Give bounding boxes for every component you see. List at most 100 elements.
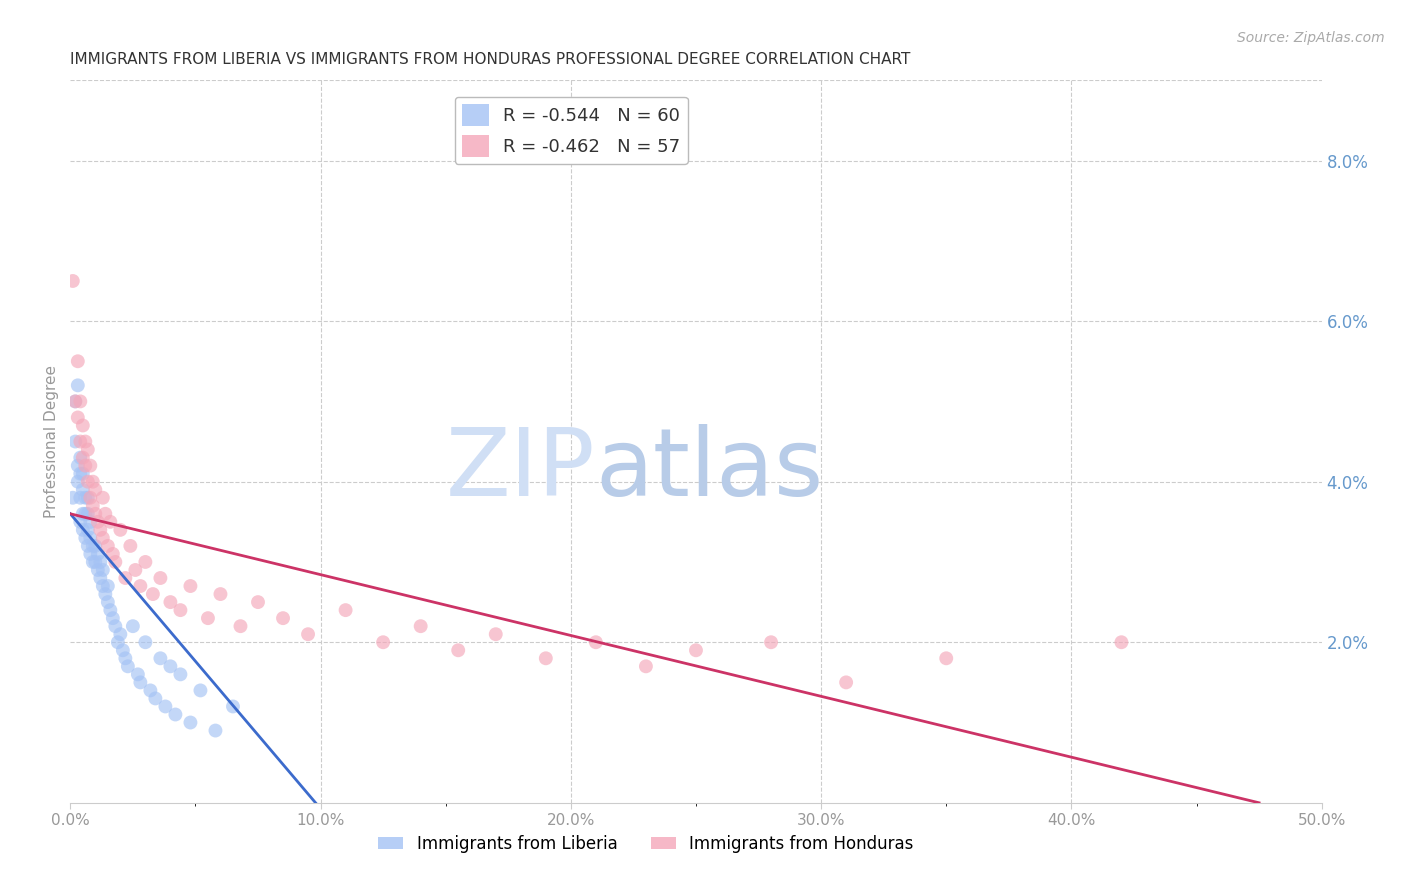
Point [66, 378, 89, 392]
Point [229, 619, 252, 633]
Point [65, 394, 87, 409]
Point [685, 643, 707, 657]
Point [117, 659, 139, 673]
Point [222, 699, 245, 714]
Point [76, 475, 98, 489]
Point [121, 619, 145, 633]
Point [76, 523, 98, 537]
Point [179, 579, 201, 593]
Point [129, 675, 152, 690]
Point [69, 394, 91, 409]
Point [65, 434, 87, 449]
Point [66, 458, 89, 473]
Point [835, 675, 858, 690]
Point [72, 523, 94, 537]
Point [139, 683, 162, 698]
Point [94, 587, 117, 601]
Y-axis label: Professional Degree: Professional Degree [44, 365, 59, 518]
Point [75, 458, 97, 473]
Point [204, 723, 226, 738]
Point [111, 643, 134, 657]
Point [935, 651, 957, 665]
Point [120, 539, 142, 553]
Point [75, 491, 97, 505]
Point [159, 595, 181, 609]
Text: Source: ZipAtlas.com: Source: ZipAtlas.com [1237, 31, 1385, 45]
Point [110, 523, 132, 537]
Point [247, 595, 270, 609]
Point [79, 491, 101, 505]
Point [107, 635, 129, 649]
Point [89, 571, 111, 585]
Point [142, 587, 165, 601]
Point [79, 531, 101, 545]
Point [65, 394, 87, 409]
Point [101, 547, 124, 561]
Point [87, 515, 110, 529]
Point [409, 619, 432, 633]
Point [75, 434, 97, 449]
Text: ZIP: ZIP [446, 425, 596, 516]
Point [169, 603, 191, 617]
Point [91, 579, 114, 593]
Point [127, 667, 149, 681]
Point [84, 555, 107, 569]
Point [76, 442, 98, 457]
Point [335, 603, 357, 617]
Point [94, 507, 117, 521]
Point [97, 579, 120, 593]
Point [82, 539, 104, 553]
Point [72, 418, 94, 433]
Point [104, 619, 127, 633]
Point [129, 579, 152, 593]
Point [159, 659, 181, 673]
Point [69, 450, 91, 465]
Point [82, 555, 104, 569]
Point [87, 547, 110, 561]
Point [145, 691, 167, 706]
Point [197, 611, 219, 625]
Point [75, 531, 97, 545]
Legend: Immigrants from Liberia, Immigrants from Honduras: Immigrants from Liberia, Immigrants from… [371, 828, 920, 860]
Point [91, 563, 114, 577]
Point [84, 507, 107, 521]
Point [84, 483, 107, 497]
Point [91, 531, 114, 545]
Point [271, 611, 294, 625]
Point [79, 458, 101, 473]
Point [75, 507, 97, 521]
Point [76, 491, 98, 505]
Text: IMMIGRANTS FROM LIBERIA VS IMMIGRANTS FROM HONDURAS PROFESSIONAL DEGREE CORRELAT: IMMIGRANTS FROM LIBERIA VS IMMIGRANTS FR… [70, 52, 911, 67]
Point [66, 475, 89, 489]
Point [72, 467, 94, 481]
Point [104, 555, 127, 569]
Point [110, 627, 132, 641]
Point [91, 491, 114, 505]
Point [62, 491, 84, 505]
Point [1111, 635, 1133, 649]
Point [297, 627, 319, 641]
Point [179, 715, 201, 730]
Point [114, 651, 136, 665]
Point [97, 539, 120, 553]
Point [114, 571, 136, 585]
Point [98, 515, 121, 529]
Point [209, 587, 232, 601]
Point [134, 635, 156, 649]
Point [72, 507, 94, 521]
Point [79, 515, 101, 529]
Point [149, 571, 172, 585]
Point [76, 507, 98, 521]
Point [98, 603, 121, 617]
Point [72, 483, 94, 497]
Point [165, 707, 187, 722]
Text: atlas: atlas [596, 425, 824, 516]
Point [759, 635, 782, 649]
Point [447, 643, 470, 657]
Point [87, 563, 110, 577]
Point [149, 651, 172, 665]
Point [82, 499, 104, 513]
Point [79, 547, 101, 561]
Point [155, 699, 177, 714]
Point [134, 555, 156, 569]
